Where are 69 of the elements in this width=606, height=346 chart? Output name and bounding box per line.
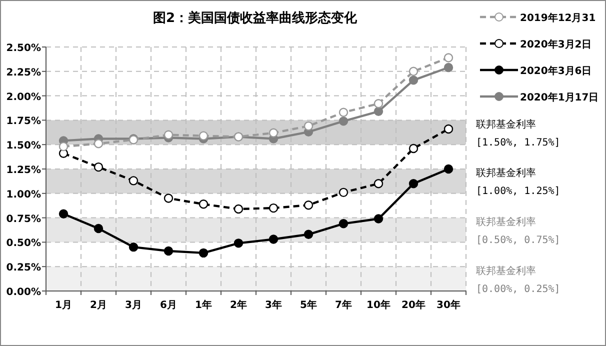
x-tick-label: 1月 (55, 300, 72, 311)
point (94, 139, 104, 148)
point (444, 62, 454, 72)
point (338, 219, 348, 228)
x-tick-label: 5年 (300, 299, 317, 311)
x-tick-label: 6月 (160, 300, 177, 311)
point (268, 203, 278, 213)
point (408, 76, 418, 85)
point (128, 242, 138, 252)
y-tick-label: 0.00% (6, 287, 41, 298)
point (304, 121, 314, 131)
point (408, 179, 418, 188)
y-tick-label: 0.25% (6, 262, 41, 274)
x-tick-label: 3年 (265, 299, 282, 311)
point (58, 142, 68, 152)
y-tick-label: 2.00% (6, 92, 41, 103)
x-tick-label: 2月 (90, 300, 107, 311)
legend-label: 2020年3月2日 (520, 38, 592, 50)
chart-title: 图2：美国国债收益率曲线形态变化 (152, 10, 358, 26)
y-tick-label: 1.00% (6, 189, 41, 200)
point (338, 116, 348, 126)
point (164, 130, 174, 140)
point (268, 234, 278, 244)
x-tick-label: 10年 (366, 299, 390, 311)
point (198, 131, 208, 140)
point (444, 53, 454, 62)
point (374, 106, 384, 116)
point (268, 128, 278, 138)
point (58, 209, 68, 218)
point (304, 230, 314, 239)
point (408, 66, 418, 76)
point (164, 194, 174, 203)
point (444, 124, 454, 134)
point (164, 246, 174, 256)
point (444, 164, 454, 174)
x-tick-label: 3月 (125, 300, 142, 311)
band-label: 联邦基金利率 [0.00%, 0.25%] (476, 264, 560, 295)
point (234, 204, 244, 214)
point (94, 224, 104, 234)
point (374, 99, 384, 108)
band-label: 联邦基金利率 [1.00%, 1.25%] (476, 167, 560, 198)
x-tick-label: 20年 (402, 299, 426, 311)
point (408, 144, 418, 154)
point (338, 188, 348, 198)
point (128, 176, 138, 186)
y-tick-label: 1.50% (6, 140, 41, 152)
point (338, 108, 348, 117)
point (374, 214, 384, 224)
x-tick-label: 1年 (195, 299, 212, 311)
point (94, 162, 104, 172)
point (198, 200, 208, 209)
y-tick-label: 1.25% (6, 165, 41, 176)
legend-label: 2020年3月6日 (520, 65, 592, 77)
point (234, 238, 244, 248)
point (304, 200, 314, 210)
x-tick-label: 7年 (335, 299, 352, 311)
band-label: 联邦基金利率 [1.50%, 1.75%] (476, 118, 560, 148)
legend-label: 2020年1月17日 (520, 92, 599, 104)
y-tick-label: 2.25% (6, 67, 41, 78)
y-tick-label: 0.75% (6, 214, 41, 225)
band-label: 联邦基金利率 [0.50%, 0.75%] (476, 216, 560, 246)
x-tick-label: 30年 (436, 299, 460, 311)
y-tick-label: 2.50% (6, 43, 41, 54)
y-tick-label: 1.75% (6, 116, 41, 128)
point (198, 248, 208, 258)
point (374, 179, 384, 188)
legend-label: 2019年12月31 (520, 12, 596, 24)
y-tick-label: 0.50% (6, 238, 41, 250)
x-tick-label: 2年 (230, 299, 247, 311)
